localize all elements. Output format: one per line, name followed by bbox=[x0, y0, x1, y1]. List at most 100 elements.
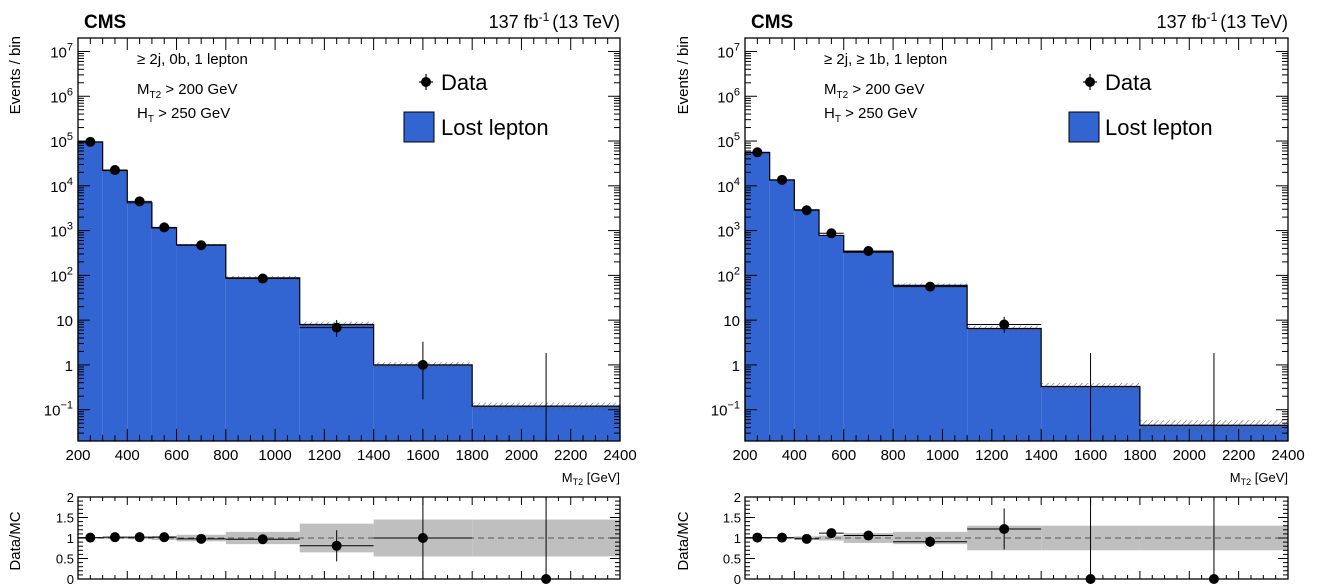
mt2-cut-main: M bbox=[824, 81, 837, 98]
y-tick-label: 10 bbox=[723, 313, 740, 330]
data-point bbox=[134, 196, 145, 207]
data-point bbox=[85, 136, 96, 147]
ht-cut-main: H bbox=[137, 105, 148, 122]
x-tick-label: 1400 bbox=[357, 447, 390, 464]
ht-cut-rest: > 250 GeV bbox=[154, 105, 230, 122]
ratio-y-tick-label: 0 bbox=[67, 572, 74, 586]
experiment-label: CMS bbox=[751, 12, 793, 33]
ratio-y-tick-label: 0.5 bbox=[723, 552, 741, 567]
y-axis-label: Events / bin bbox=[675, 36, 692, 114]
x-tick-label: 800 bbox=[213, 447, 238, 464]
ratio-point bbox=[331, 540, 342, 551]
x-axis-label-rest: [GeV] bbox=[583, 470, 620, 485]
y-tick-label-exponent: 5 bbox=[734, 131, 740, 143]
mc-bar bbox=[78, 142, 103, 441]
y-tick-label: 105 bbox=[717, 131, 740, 151]
panel-left: 200 400 600 800 1000 1200 1400 1600 1800 2000 2200… bbox=[7, 10, 637, 586]
x-tick-label: 2200 bbox=[1222, 447, 1255, 464]
ratio-y-tick-label: 0.5 bbox=[56, 552, 74, 567]
x-tick-label: 1600 bbox=[1074, 447, 1107, 464]
ratio-y-axis-label: Data/MC bbox=[7, 511, 24, 570]
mc-bar bbox=[843, 252, 894, 441]
y-tick-label-base: 10 bbox=[717, 89, 734, 106]
ratio-point bbox=[85, 532, 96, 543]
y-tick-label-base: 10 bbox=[50, 134, 67, 151]
data-point bbox=[752, 147, 763, 158]
y-tick-label: 107 bbox=[50, 41, 73, 61]
mt2-cut-rest: > 200 GeV bbox=[848, 81, 924, 98]
y-tick-label-exponent: 7 bbox=[67, 41, 73, 53]
x-tick-label: 400 bbox=[782, 447, 807, 464]
y-tick-label: 107 bbox=[717, 41, 740, 61]
x-tick-label: 2000 bbox=[1173, 447, 1206, 464]
data-point bbox=[196, 240, 207, 251]
main-plot-content bbox=[77, 136, 621, 441]
x-tick-label: 1400 bbox=[1024, 447, 1057, 464]
ratio-y-tick-label: 1.5 bbox=[56, 511, 74, 526]
legend-data-label: Data bbox=[441, 70, 488, 95]
ratio-y-tick-label: 0 bbox=[734, 572, 741, 586]
x-axis-label-sub: T2 bbox=[1241, 477, 1252, 487]
x-tick-label: 400 bbox=[115, 447, 140, 464]
y-tick-label-base: 10 bbox=[50, 44, 67, 61]
legend-data-marker bbox=[421, 77, 431, 87]
selection-label: ≥ 2j, 0b, 1 lepton bbox=[137, 51, 248, 68]
data-point bbox=[159, 222, 170, 233]
ratio-point bbox=[863, 530, 874, 541]
x-tick-label: 1200 bbox=[308, 447, 341, 464]
y-tick-label-base: 10 bbox=[717, 134, 734, 151]
x-tick-label: 2400 bbox=[603, 447, 636, 464]
y-tick-label: 10 bbox=[56, 313, 73, 330]
mt2-cut-sub: T2 bbox=[837, 90, 849, 101]
x-tick-label: 1200 bbox=[975, 447, 1008, 464]
y-tick-label-exponent: 2 bbox=[734, 265, 740, 277]
y-tick-label: 104 bbox=[50, 176, 73, 196]
axes: 200 400 600 800 1000 1200 1400 1600 1800 2000 2200… bbox=[711, 37, 1305, 586]
x-tick-label: 2000 bbox=[505, 447, 538, 464]
legend-mc-swatch bbox=[403, 111, 435, 143]
y-tick-label-exponent: 2 bbox=[67, 265, 73, 277]
mt2-cut-main: M bbox=[137, 81, 150, 98]
ratio-plot-content bbox=[78, 497, 620, 584]
data-point bbox=[925, 281, 936, 292]
x-tick-label: 1600 bbox=[406, 447, 439, 464]
y-tick-label: 106 bbox=[717, 86, 740, 106]
ht-cut-rest: > 250 GeV bbox=[841, 105, 917, 122]
y-tick-label-base: 10 bbox=[711, 403, 728, 420]
lumi-suffix: (13 TeV) bbox=[552, 12, 620, 32]
y-tick-label-exponent: −1 bbox=[727, 400, 740, 412]
ratio-y-tick-label: 2 bbox=[67, 490, 74, 505]
lumi-exponent: -1 bbox=[1207, 10, 1218, 24]
mc-bar bbox=[745, 152, 770, 441]
x-axis-label-main: M bbox=[562, 470, 573, 485]
x-axis-label: MT2 [GeV] bbox=[1230, 470, 1288, 487]
y-tick-label-exponent: 4 bbox=[734, 176, 740, 188]
y-axis-label: Events / bin bbox=[7, 36, 24, 114]
x-tick-label: 600 bbox=[164, 447, 189, 464]
mc-bar bbox=[893, 285, 968, 441]
x-axis-label: MT2 [GeV] bbox=[562, 470, 620, 487]
ht-cut-label: HT > 250 GeV bbox=[824, 105, 917, 125]
ratio-point bbox=[777, 532, 788, 543]
main-plot-content bbox=[744, 147, 1289, 441]
panel-right: 200 400 600 800 1000 1200 1400 1600 1800 2000 2200… bbox=[675, 10, 1305, 586]
legend: Data Lost lepton bbox=[403, 70, 549, 143]
ratio-point bbox=[159, 532, 170, 543]
legend-mc-swatch bbox=[1068, 111, 1100, 143]
x-tick-label: 800 bbox=[881, 447, 906, 464]
mc-bar bbox=[151, 227, 177, 441]
ht-cut-main: H bbox=[824, 105, 835, 122]
y-tick-label-exponent: 5 bbox=[67, 131, 73, 143]
selection-label: ≥ 2j, ≥ 1b, 1 lepton bbox=[824, 51, 947, 68]
lumi-exponent: -1 bbox=[539, 10, 550, 24]
y-tick-label-exponent: 4 bbox=[67, 176, 73, 188]
mt2-cut-rest: > 200 GeV bbox=[161, 81, 237, 98]
lumi-suffix: (13 TeV) bbox=[1220, 12, 1288, 32]
y-tick-label-base: 10 bbox=[717, 268, 734, 285]
ht-cut-label: HT > 250 GeV bbox=[137, 105, 230, 125]
data-point bbox=[331, 322, 342, 333]
lumi-prefix: 137 fb bbox=[489, 12, 539, 32]
luminosity-label: 137 fb-1 (13 TeV) bbox=[489, 10, 620, 32]
data-point bbox=[109, 165, 120, 176]
x-tick-label: 1000 bbox=[258, 447, 291, 464]
